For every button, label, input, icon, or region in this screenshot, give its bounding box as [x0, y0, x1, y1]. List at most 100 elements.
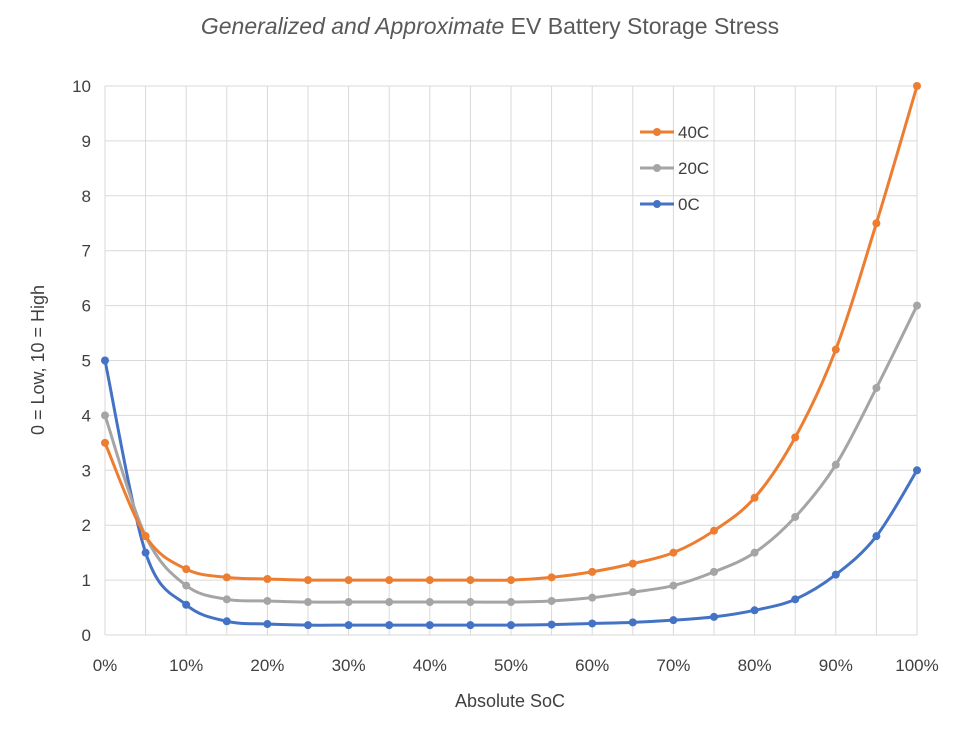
x-tick-label: 40%: [413, 656, 447, 675]
y-tick-label: 0: [82, 626, 91, 645]
data-point-40C: [507, 576, 515, 585]
chart-title-rest: EV Battery Storage Stress: [504, 13, 779, 39]
y-tick-label: 9: [82, 132, 91, 151]
data-point-0C: [385, 621, 394, 630]
y-tick-label: 6: [82, 297, 91, 316]
data-point-0C: [263, 620, 272, 629]
data-point-40C: [588, 567, 597, 576]
x-tick-label: 60%: [575, 656, 609, 675]
data-point-20C: [466, 598, 475, 607]
data-point-20C: [669, 581, 678, 590]
data-point-20C: [263, 596, 272, 605]
series-lines: [101, 82, 921, 630]
grid: [104, 85, 918, 636]
data-point-20C: [547, 596, 556, 605]
data-point-40C: [831, 345, 840, 354]
data-point-40C: [222, 573, 231, 582]
legend-marker-20C: [653, 164, 661, 172]
data-point-40C: [182, 565, 191, 574]
data-point-40C: [263, 575, 272, 584]
series-line-0C: [103, 360, 919, 627]
data-point-40C: [913, 82, 921, 90]
data-point-0C: [141, 548, 150, 557]
y-tick-label: 8: [82, 187, 91, 206]
x-tick-label: 0%: [93, 656, 118, 675]
data-point-0C: [588, 619, 597, 628]
data-point-0C: [913, 466, 921, 475]
x-tick-label: 20%: [250, 656, 284, 675]
data-point-0C: [750, 606, 759, 615]
data-point-20C: [182, 581, 191, 590]
x-tick-label: 90%: [819, 656, 853, 675]
y-tick-label: 2: [82, 516, 91, 535]
data-point-0C: [507, 621, 515, 630]
data-point-0C: [101, 356, 109, 365]
data-point-40C: [750, 493, 759, 502]
data-point-40C: [628, 559, 637, 568]
x-tick-label: 50%: [494, 656, 528, 675]
data-point-0C: [710, 612, 718, 621]
y-tick-label: 1: [82, 571, 91, 590]
data-point-0C: [547, 620, 556, 629]
data-point-40C: [466, 576, 475, 585]
data-point-20C: [588, 593, 597, 602]
data-point-20C: [425, 598, 434, 607]
data-point-20C: [222, 595, 231, 604]
data-point-20C: [304, 598, 312, 607]
y-tick-label: 4: [82, 406, 91, 425]
legend: 40C 20C 0C: [640, 123, 709, 214]
data-point-40C: [304, 576, 312, 585]
data-point-40C: [872, 219, 881, 228]
data-point-20C: [628, 588, 637, 597]
chart-title: Generalized and Approximate EV Battery S…: [201, 13, 779, 39]
data-point-40C: [669, 548, 678, 557]
data-point-40C: [101, 438, 109, 447]
chart-title-italic: Generalized and Approximate: [201, 13, 504, 39]
data-point-0C: [831, 570, 840, 579]
data-point-20C: [913, 301, 921, 310]
data-point-0C: [425, 621, 434, 630]
legend-label-0C: 0C: [678, 195, 700, 214]
x-tick-label: 10%: [169, 656, 203, 675]
data-point-0C: [872, 532, 881, 541]
data-point-20C: [507, 598, 515, 607]
data-point-40C: [791, 433, 800, 442]
data-point-20C: [344, 598, 353, 607]
data-point-20C: [710, 567, 718, 576]
data-point-0C: [466, 621, 475, 630]
x-tick-label: 80%: [738, 656, 772, 675]
data-point-40C: [547, 573, 556, 582]
y-tick-label: 7: [82, 242, 91, 261]
data-point-40C: [385, 576, 394, 585]
x-axis-label: Absolute SoC: [455, 691, 565, 711]
legend-marker-0C: [653, 200, 661, 208]
data-point-0C: [791, 595, 800, 604]
data-point-40C: [344, 576, 353, 585]
data-point-0C: [669, 616, 678, 625]
data-point-20C: [385, 598, 394, 607]
data-point-0C: [182, 600, 191, 609]
legend-label-20C: 20C: [678, 159, 709, 178]
data-point-0C: [628, 618, 637, 627]
data-point-20C: [101, 411, 109, 420]
data-point-20C: [750, 548, 759, 557]
data-point-0C: [222, 617, 231, 626]
y-tick-label: 5: [82, 352, 91, 371]
x-tick-label: 100%: [895, 656, 938, 675]
data-point-40C: [710, 526, 718, 535]
y-tick-label: 3: [82, 461, 91, 480]
x-tick-label: 30%: [332, 656, 366, 675]
legend-label-40C: 40C: [678, 123, 709, 142]
data-point-0C: [304, 621, 312, 630]
y-axis-label: 0 = Low, 10 = High: [28, 285, 48, 435]
x-tick-label: 70%: [656, 656, 690, 675]
series-line-40C: [103, 85, 919, 582]
legend-marker-40C: [653, 128, 661, 136]
y-tick-label: 10: [72, 77, 91, 96]
data-point-20C: [872, 383, 881, 392]
data-point-20C: [831, 460, 840, 469]
data-point-20C: [791, 512, 800, 521]
